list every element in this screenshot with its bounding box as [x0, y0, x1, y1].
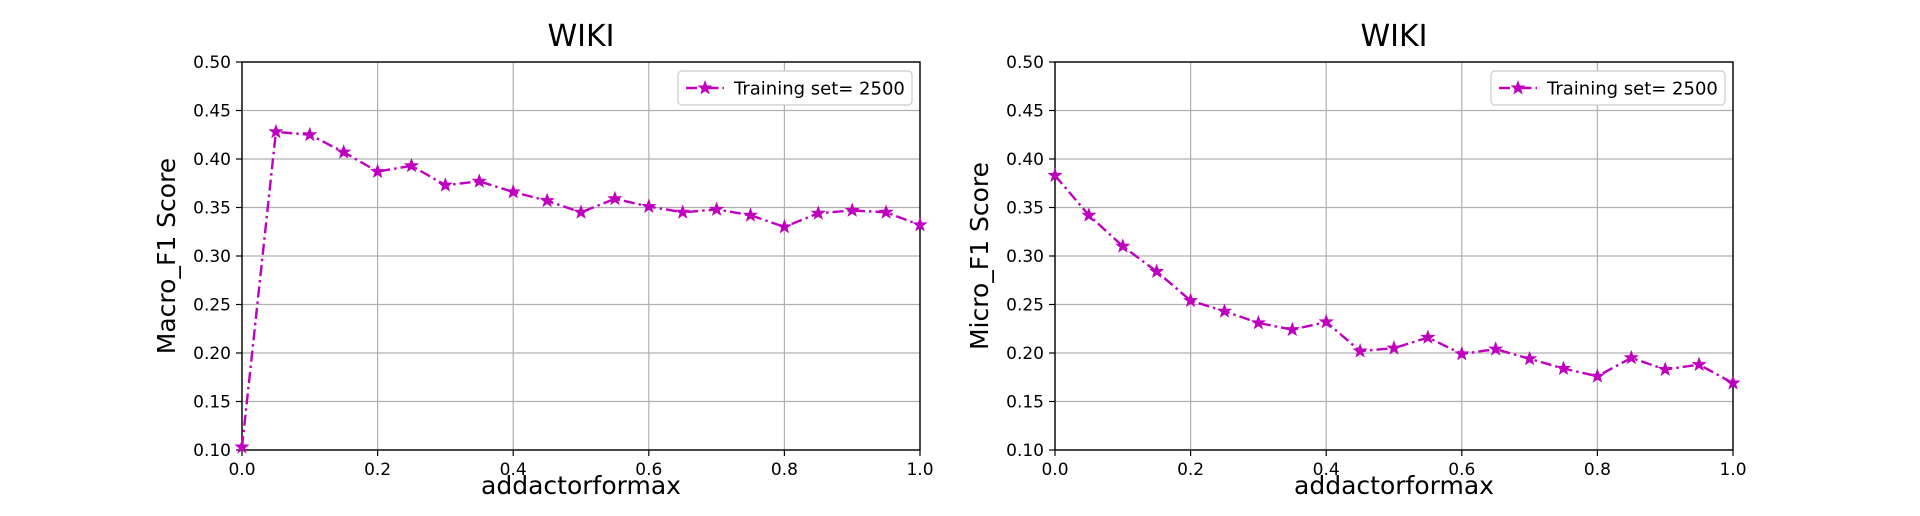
data-point: [1284, 321, 1300, 337]
y-tick-label: 0.50: [193, 53, 231, 73]
data-point: [1623, 349, 1639, 365]
data-point: [1216, 303, 1233, 318]
x-tick-label: 0.8: [771, 460, 798, 480]
data-point: [1589, 368, 1605, 383]
data-point: [1149, 263, 1165, 278]
data-point: [471, 173, 487, 188]
y-tick-label: 0.50: [1006, 53, 1044, 73]
x-tick-label: 0.6: [1448, 460, 1475, 480]
series-line: [1055, 174, 1733, 385]
data-point: [810, 205, 826, 220]
data-point: [573, 204, 589, 219]
y-tick-label: 0.45: [193, 102, 231, 122]
data-point: [234, 439, 250, 454]
x-tick-label: 0.6: [635, 460, 662, 480]
data-point: [539, 192, 555, 208]
series-line: [242, 130, 920, 448]
y-tick-label: 0.30: [193, 247, 231, 267]
x-tick-label: 0.0: [228, 460, 255, 480]
y-tick-label: 0.40: [193, 150, 231, 170]
x-tick-label: 0.8: [1584, 460, 1611, 480]
data-point: [437, 177, 453, 192]
data-point: [1386, 340, 1402, 355]
y-tick-label: 0.10: [193, 441, 231, 461]
data-point: [1522, 350, 1538, 366]
data-point: [1725, 375, 1741, 390]
data-point: [844, 202, 860, 217]
chart-panel-1: 0.0 0.2 0.4 0.6 0.8 1.0 0.10 0.15 0.20 0.25 0.30 0.…: [152, 19, 934, 500]
legend-box: [1490, 70, 1726, 106]
x-tick-label: 0.4: [500, 460, 527, 480]
data-point: [607, 190, 623, 206]
y-tick-label: 0.35: [1006, 199, 1044, 219]
x-tick-label: 1.0: [1719, 460, 1746, 480]
y-tick-label: 0.45: [1006, 102, 1044, 122]
data-point: [1081, 207, 1097, 222]
chart-panel-2: 0.0 0.2 0.4 0.6 0.8 1.0 0.10 0.15 0.20 0.25 0.30 0.…: [965, 19, 1747, 500]
y-axis-label: Macro_F1 Score: [152, 158, 181, 354]
data-point: [1250, 314, 1266, 330]
data-point: [1454, 346, 1470, 361]
data-point: [1047, 167, 1063, 182]
legend-label: Training set= 2500: [733, 79, 905, 100]
x-tick-label: 0.2: [1177, 460, 1204, 480]
legend-marker: [697, 80, 713, 95]
y-tick-label: 0.25: [193, 296, 231, 316]
legend-marker: [1510, 80, 1526, 95]
plot-frame: [1054, 61, 1734, 451]
data-point: [1318, 313, 1334, 329]
x-tick-label: 0.2: [364, 460, 391, 480]
data-point: [675, 204, 691, 219]
chart-title: WIKI: [547, 19, 614, 54]
x-axis-label: addactorformax: [481, 471, 681, 500]
data-point: [776, 218, 792, 234]
data-point: [1657, 361, 1673, 376]
data-point: [709, 201, 725, 216]
legend: Training set= 2500: [1490, 70, 1726, 106]
data-point: [505, 184, 521, 199]
data-point: [878, 204, 894, 219]
data-point: [370, 163, 386, 179]
data-point: [1115, 238, 1131, 253]
y-tick-label: 0.25: [1006, 296, 1044, 316]
legend-label: Training set= 2500: [1546, 79, 1718, 100]
plot-frame: [241, 61, 921, 451]
y-axis-label: Micro_F1 Score: [965, 162, 994, 350]
y-tick-label: 0.20: [1006, 344, 1044, 364]
data-point: [1555, 360, 1572, 375]
data-point: [641, 198, 657, 213]
data-point: [1352, 343, 1368, 358]
y-tick-label: 0.30: [1006, 247, 1044, 267]
x-axis-label: addactorformax: [1294, 471, 1494, 500]
legend-box: [677, 70, 913, 106]
y-tick-label: 0.15: [1006, 393, 1044, 413]
x-tick-label: 0.0: [1041, 460, 1068, 480]
chart-title: WIKI: [1360, 19, 1427, 54]
data-point: [912, 216, 928, 232]
data-point: [268, 123, 284, 139]
y-tick-label: 0.40: [1006, 150, 1044, 170]
data-point: [1488, 341, 1504, 356]
data-point: [1420, 329, 1436, 344]
y-tick-label: 0.35: [193, 199, 231, 219]
y-tick-label: 0.20: [193, 344, 231, 364]
y-tick-label: 0.15: [193, 393, 231, 413]
x-tick-label: 0.4: [1313, 460, 1340, 480]
data-point: [742, 207, 759, 222]
data-point: [1183, 292, 1199, 308]
x-tick-label: 1.0: [906, 460, 933, 480]
data-point: [302, 126, 318, 142]
y-tick-label: 0.10: [1006, 441, 1044, 461]
data-point: [1691, 356, 1707, 372]
data-point: [336, 144, 352, 159]
data-point: [403, 157, 420, 173]
legend: Training set= 2500: [677, 70, 913, 106]
